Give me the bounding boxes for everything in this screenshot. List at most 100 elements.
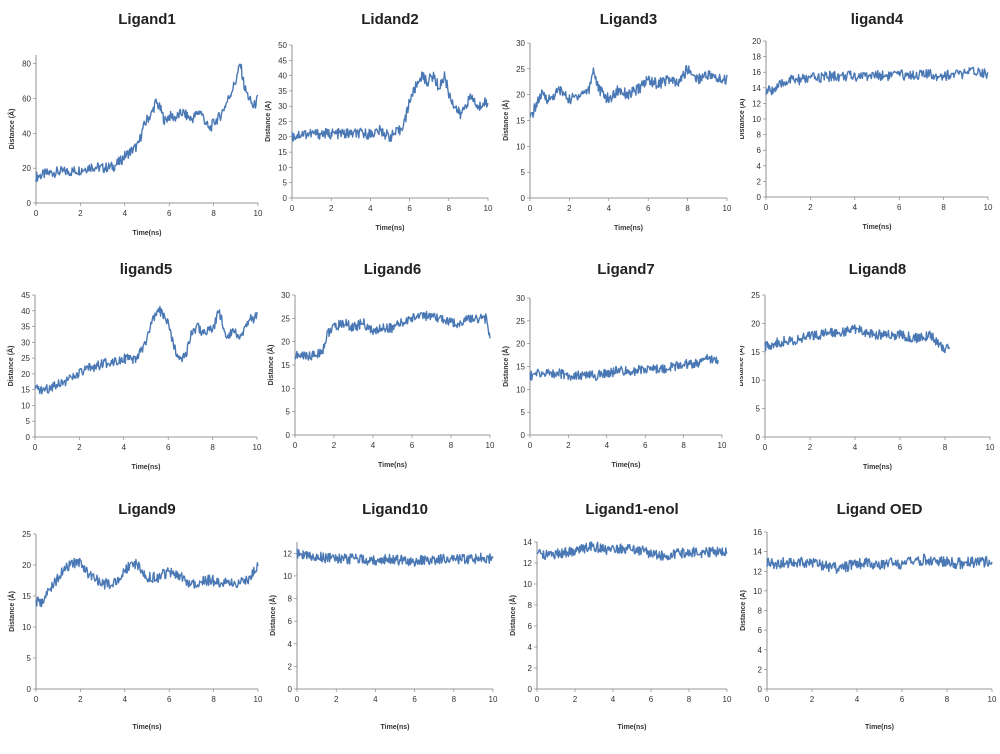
chart-panel-6: Ligand6 0 5 10 15 20 25 30 0 2 4 6 8 10 Time(ns) Distan… [265, 250, 500, 490]
series-line [529, 353, 719, 382]
y-tick-label: 4 [758, 646, 763, 655]
x-tick-label: 2 [329, 204, 334, 213]
x-tick-label: 8 [945, 695, 950, 704]
chart-svg: Ligand6 0 5 10 15 20 25 30 0 2 4 6 8 10 Time(ns) Distan… [266, 261, 495, 469]
chart-panel-8: Ligand8 0 5 10 15 20 25 0 2 4 6 8 10 Time(ns) Distance… [736, 250, 1000, 490]
series-line [35, 557, 259, 608]
x-tick-label: 2 [567, 204, 572, 213]
chart-svg: Ligand1 0 20 40 60 80 0 2 4 6 8 10 Time(ns) Distance … [7, 11, 263, 237]
x-axis-label: Time(ns) [375, 225, 404, 232]
x-tick-label: 6 [167, 695, 172, 704]
y-tick-label: 12 [283, 549, 292, 558]
x-tick-label: 8 [211, 695, 216, 704]
y-tick-label: 6 [757, 146, 762, 155]
y-tick-label: 10 [751, 376, 760, 385]
y-tick-label: 14 [523, 538, 532, 547]
y-tick-label: 6 [288, 617, 293, 626]
y-tick-label: 18 [752, 53, 761, 62]
y-tick-label: 8 [288, 595, 293, 604]
chart-svg: Ligand7 0 5 10 15 20 25 30 0 2 4 6 8 10 Time(ns) Distan… [501, 261, 727, 469]
x-tick-label: 4 [853, 203, 858, 212]
series-line [764, 324, 951, 354]
x-tick-label: 8 [685, 204, 690, 213]
y-tick-label: 50 [278, 41, 287, 50]
y-axis-label: Distance (Å) [265, 101, 272, 142]
chart-panel-12: Ligand OED 0 2 4 6 8 10 12 14 16 0 2 4 6 8 10 Time(ns) Di… [738, 490, 1000, 749]
y-tick-label: 6 [758, 626, 763, 635]
series-line [296, 548, 494, 567]
y-tick-label: 30 [278, 102, 287, 111]
y-axis-label: Distance (Å) [740, 590, 747, 631]
x-tick-label: 2 [78, 209, 83, 218]
x-tick-label: 2 [334, 695, 339, 704]
x-tick-label: 4 [611, 695, 616, 704]
series-line [294, 310, 491, 361]
x-tick-label: 4 [373, 695, 378, 704]
x-tick-label: 0 [764, 203, 769, 212]
y-tick-label: 0 [27, 685, 32, 694]
x-tick-label: 0 [765, 695, 770, 704]
y-tick-label: 5 [283, 179, 288, 188]
x-tick-label: 8 [941, 203, 946, 212]
y-tick-label: 30 [281, 291, 290, 300]
y-tick-label: 10 [523, 580, 532, 589]
y-axis-label: Distance (Å) [501, 346, 510, 387]
y-tick-label: 5 [521, 168, 526, 177]
x-axis-label: Time(ns) [132, 724, 161, 731]
x-tick-label: 2 [77, 443, 82, 452]
x-tick-label: 10 [988, 695, 997, 704]
y-tick-label: 40 [278, 72, 287, 81]
y-tick-label: 25 [22, 530, 31, 539]
y-tick-label: 12 [752, 99, 761, 108]
chart-title: Ligand1 [118, 11, 176, 28]
x-tick-label: 0 [33, 443, 38, 452]
x-tick-label: 6 [407, 204, 412, 213]
y-axis-label: Distance (Å) [266, 345, 275, 386]
x-axis-label: Time(ns) [380, 724, 409, 731]
x-tick-label: 0 [763, 443, 768, 452]
y-tick-label: 2 [288, 662, 293, 671]
y-tick-label: 30 [21, 338, 30, 347]
y-tick-label: 10 [283, 572, 292, 581]
series-line [766, 553, 993, 575]
chart-panel-4: ligand4 0 2 4 6 8 10 12 14 16 18 20 0 2 4 6 8 10 Time(ns) D… [737, 0, 1000, 250]
y-tick-label: 40 [22, 129, 31, 138]
y-tick-label: 0 [521, 431, 526, 440]
chart-title: Ligand10 [362, 501, 428, 518]
y-tick-label: 0 [27, 199, 32, 208]
x-axis-label: Time(ns) [611, 462, 640, 469]
series-line [35, 63, 259, 183]
chart-panel-1: Ligand1 0 20 40 60 80 0 2 4 6 8 10 Time(ns) Distance … [0, 0, 265, 250]
chart-svg: Ligand10 0 2 4 6 8 10 12 0 2 4 6 8 10 Time(ns) Distance… [268, 501, 498, 731]
x-tick-label: 2 [810, 695, 815, 704]
series-line [34, 305, 258, 395]
y-tick-label: 0 [528, 685, 533, 694]
x-tick-label: 8 [449, 441, 454, 450]
y-tick-label: 25 [281, 314, 290, 323]
x-tick-label: 4 [855, 695, 860, 704]
chart-title: Lidand2 [361, 11, 419, 28]
y-tick-label: 20 [516, 340, 525, 349]
y-tick-label: 4 [757, 162, 762, 171]
y-tick-label: 0 [283, 194, 288, 203]
chart-panel-11: Ligand1-enol 0 2 4 6 8 10 12 14 0 2 4 6 8 10 Time(ns) Di… [500, 490, 740, 749]
y-tick-label: 14 [753, 548, 762, 557]
y-tick-label: 20 [22, 164, 31, 173]
x-tick-label: 4 [123, 695, 128, 704]
x-axis-label: Time(ns) [378, 462, 407, 469]
y-tick-label: 2 [757, 177, 762, 186]
chart-svg: ligand5 0 5 10 15 20 25 30 35 40 45 0 2 4 6 8 10 Time(ns)… [6, 261, 262, 471]
x-tick-label: 4 [853, 443, 858, 452]
y-axis-label: Distance (Å) [501, 100, 510, 141]
x-tick-label: 2 [332, 441, 337, 450]
y-tick-label: 8 [757, 131, 762, 140]
x-tick-label: 10 [486, 441, 495, 450]
x-axis-label: Time(ns) [862, 224, 891, 231]
x-tick-label: 6 [167, 209, 172, 218]
chart-panel-9: Ligand9 0 5 10 15 20 25 0 2 4 6 8 10 Time(ns) Distance… [0, 490, 265, 749]
y-tick-label: 10 [753, 587, 762, 596]
y-tick-label: 45 [278, 56, 287, 65]
x-tick-label: 8 [452, 695, 457, 704]
x-tick-label: 8 [687, 695, 692, 704]
y-tick-label: 15 [516, 117, 525, 126]
